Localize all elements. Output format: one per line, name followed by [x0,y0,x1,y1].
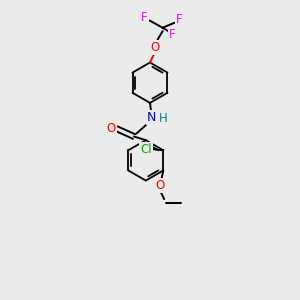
Text: O: O [106,122,116,135]
Text: N: N [147,111,156,124]
Text: Cl: Cl [140,143,152,156]
Text: F: F [176,14,182,26]
Text: H: H [159,112,168,124]
Text: F: F [169,28,176,41]
Text: O: O [150,41,160,54]
Text: O: O [155,179,164,192]
Text: F: F [141,11,148,24]
